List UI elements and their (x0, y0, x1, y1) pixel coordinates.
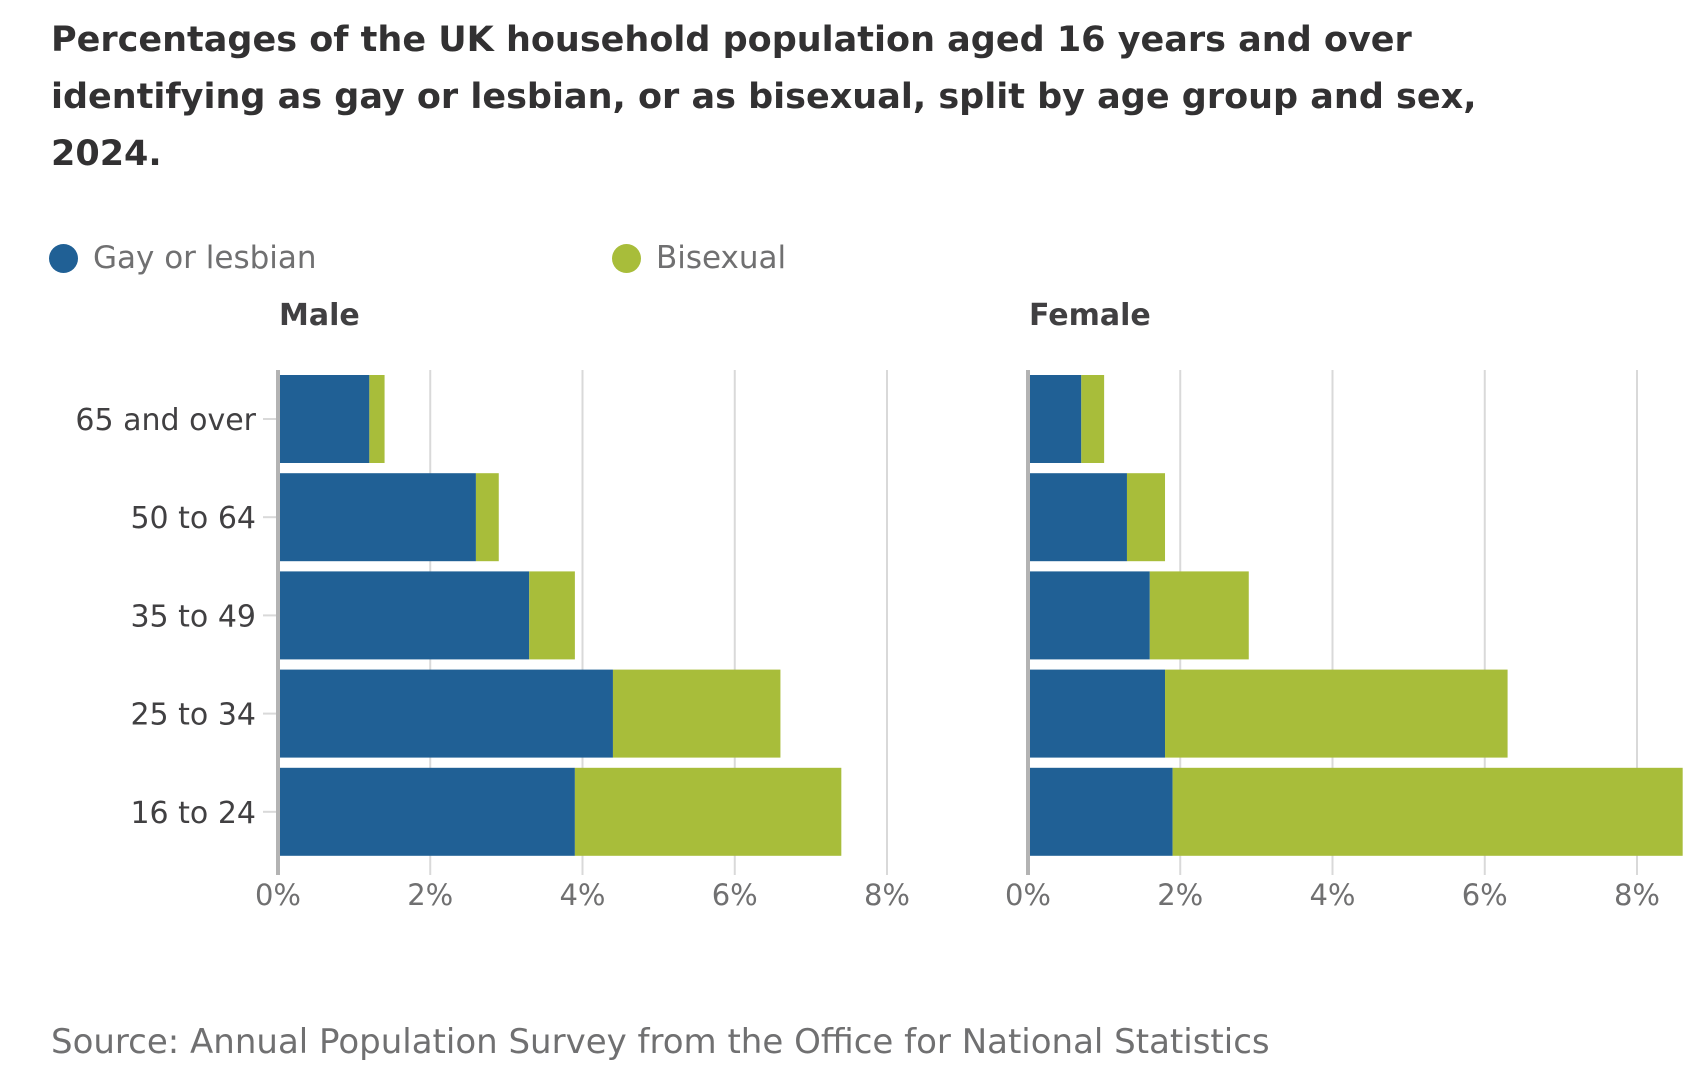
x-tick-label-male: 8% (864, 878, 910, 912)
bar-female-gay-or-lesbian (1028, 375, 1082, 463)
bar-male-gay-or-lesbian (278, 375, 370, 463)
bar-male-bisexual (612, 669, 781, 758)
legend-label: Bisexual (656, 240, 787, 276)
bar-male-bisexual (369, 375, 385, 463)
legend-label: Gay or lesbian (93, 240, 317, 276)
legend-item-gay-or-lesbian: Gay or lesbian (49, 238, 317, 278)
bar-female-bisexual (1149, 571, 1249, 660)
bar-female-bisexual (1081, 375, 1105, 463)
category-label: 50 to 64 (130, 501, 256, 536)
bar-male-bisexual (574, 767, 842, 856)
category-label: 16 to 24 (130, 796, 256, 831)
bar-female-gay-or-lesbian (1028, 669, 1166, 758)
panel-title-male: Male (279, 298, 360, 333)
legend-swatch-gay-or-lesbian-icon (49, 243, 78, 273)
bar-male-bisexual (529, 571, 575, 660)
x-tick-label-male: 6% (712, 878, 758, 912)
x-tick-label-female: 4% (1309, 878, 1355, 912)
chart-title: Percentages of the UK household populati… (51, 20, 1477, 174)
bar-female-gay-or-lesbian (1028, 767, 1173, 856)
bar-male-gay-or-lesbian (278, 669, 613, 758)
bar-male-gay-or-lesbian (278, 473, 476, 562)
chart-area: 0% 2% 4% 6% 8% 65 and over 50 to 64 35 to 49 25 … (75, 370, 1683, 912)
category-label: 65 and over (75, 403, 256, 438)
bar-male-bisexual (475, 473, 499, 562)
bar-female-bisexual (1165, 669, 1508, 758)
legend-swatch-bisexual-icon (612, 243, 641, 273)
category-label: 25 to 34 (130, 698, 256, 733)
bar-male-gay-or-lesbian (278, 767, 575, 856)
x-tick-label-female: 8% (1614, 878, 1660, 912)
x-tick-label-male: 4% (559, 878, 605, 912)
x-tick-label-male: 0% (255, 878, 301, 912)
bar-female-bisexual (1126, 473, 1166, 562)
bar-female-bisexual (1172, 767, 1683, 856)
panel-title-female: Female (1029, 298, 1151, 333)
bar-female-gay-or-lesbian (1028, 473, 1127, 562)
category-label: 35 to 49 (130, 599, 256, 634)
x-tick-label-female: 0% (1005, 878, 1051, 912)
x-tick-label-male: 2% (407, 878, 453, 912)
x-tick-label-female: 6% (1462, 878, 1508, 912)
legend-item-bisexual: Bisexual (612, 238, 786, 278)
source-note: Source: Annual Population Survey from th… (51, 1022, 1270, 1062)
bar-female-gay-or-lesbian (1028, 571, 1150, 660)
x-tick-label-female: 2% (1157, 878, 1203, 912)
bar-male-gay-or-lesbian (278, 571, 530, 660)
